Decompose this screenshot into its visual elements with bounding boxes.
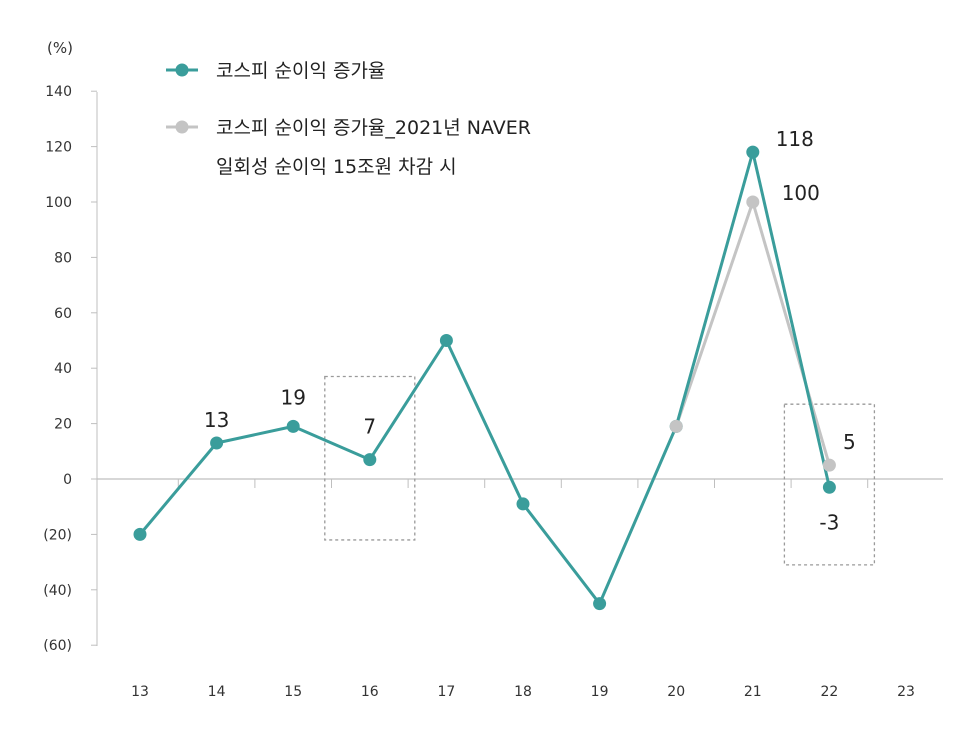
y-tick-label: 120 [45,140,72,156]
data-labels: 13 19 7 118 100 5 -3 [204,127,856,534]
data-label: 5 [843,430,856,454]
x-tick-label: 16 [361,684,379,700]
legend-label: 코스피 순이익 증가율_2021년 NAVER [216,117,531,139]
data-point [669,419,683,433]
data-point [133,527,147,541]
data-point [439,334,453,347]
x-tick-label: 19 [591,684,609,700]
y-axis-unit-label: (%) [47,39,73,57]
data-label: 13 [204,408,229,432]
data-point [822,480,836,494]
y-tick-label: 0 [63,472,72,488]
highlight-box [783,403,876,566]
legend-swatch-marker [175,120,189,134]
data-point [822,458,836,472]
series-line [138,150,831,606]
x-tick-label: 20 [667,684,685,700]
y-tick-label: (60) [43,638,72,654]
y-tick-label: 40 [54,361,72,377]
x-tick-label: 21 [744,684,762,700]
x-tick-label: 14 [208,684,226,700]
data-point [363,453,377,467]
series-lines [138,150,831,606]
y-tick-label: (20) [43,527,72,543]
y-tick-label: 140 [45,84,72,100]
data-point [593,597,607,611]
data-label: 7 [363,415,376,439]
axes: (%) 140 120 100 80 60 40 20 0 (20) (40) (60) 13 14 15 1… [43,39,943,700]
data-point [746,145,760,159]
legend-label: 코스피 순이익 증가율 [216,60,385,82]
legend-label: 일회성 순이익 15조원 차감 시 [216,156,457,178]
y-tick-label: (40) [43,583,72,599]
x-tick-label: 23 [897,684,915,700]
data-point [210,436,224,450]
data-point [746,195,760,209]
data-points [133,145,836,611]
x-tick-label: 22 [820,684,838,700]
data-point [286,419,300,433]
y-tick-label: 20 [54,417,72,433]
legend-swatch-marker [175,63,189,77]
data-label: 118 [776,127,814,151]
x-tick-label: 18 [514,684,532,700]
data-point [516,497,530,511]
x-tick-label: 17 [437,684,455,700]
highlight-boxes [324,375,876,566]
highlight-box [324,375,416,541]
data-label: 100 [782,181,820,205]
data-label: 19 [280,385,305,409]
y-tick-label: 80 [54,250,72,266]
x-tick-label: 15 [284,684,302,700]
series-line [674,200,831,466]
data-label: -3 [819,510,839,534]
x-tick-label: 13 [131,684,149,700]
y-tick-label: 100 [45,195,72,211]
y-tick-label: 60 [54,306,72,322]
